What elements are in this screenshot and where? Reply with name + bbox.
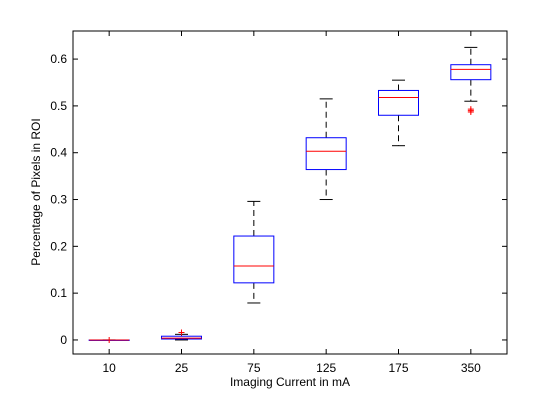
x-tick-label: 75: [247, 361, 261, 375]
y-tick-label: 0.2: [50, 239, 67, 253]
y-tick-label: 0.6: [50, 52, 67, 66]
box-125: [305, 98, 347, 201]
box-175: [378, 79, 419, 147]
box-75: [233, 200, 275, 304]
x-tick-label: 25: [175, 361, 189, 375]
plot-area: [72, 30, 508, 355]
x-axis-label: Imaging Current in mA: [230, 375, 350, 389]
x-tick-label: 175: [388, 361, 408, 375]
boxes: [88, 46, 492, 343]
y-tick-label: 0.5: [50, 99, 67, 113]
outlier-point: [106, 336, 113, 343]
y-tick-label: 0.1: [50, 286, 67, 300]
x-axis: 10 25 75 125 175 350: [102, 31, 481, 375]
y-tick-label: 0.3: [50, 193, 67, 207]
outlier-point: [178, 329, 185, 336]
outlier-point: [467, 108, 474, 115]
y-axis-label: Percentage of Pixels in ROI: [29, 118, 43, 265]
box-iqr: [450, 64, 492, 81]
box-iqr: [233, 235, 275, 284]
box-iqr: [305, 137, 347, 171]
y-axis: 0 0.1 0.2 0.3 0.4 0.5 0.6: [50, 52, 507, 347]
y-tick-label: 0.4: [50, 146, 67, 160]
x-tick-label: 10: [102, 361, 116, 375]
x-tick-label: 125: [316, 361, 336, 375]
x-tick-label: 350: [461, 361, 481, 375]
box-350: [450, 46, 492, 115]
box-25: [161, 329, 202, 341]
y-tick-label: 0: [60, 333, 67, 347]
box-10: [88, 336, 130, 343]
box-iqr: [378, 89, 419, 116]
